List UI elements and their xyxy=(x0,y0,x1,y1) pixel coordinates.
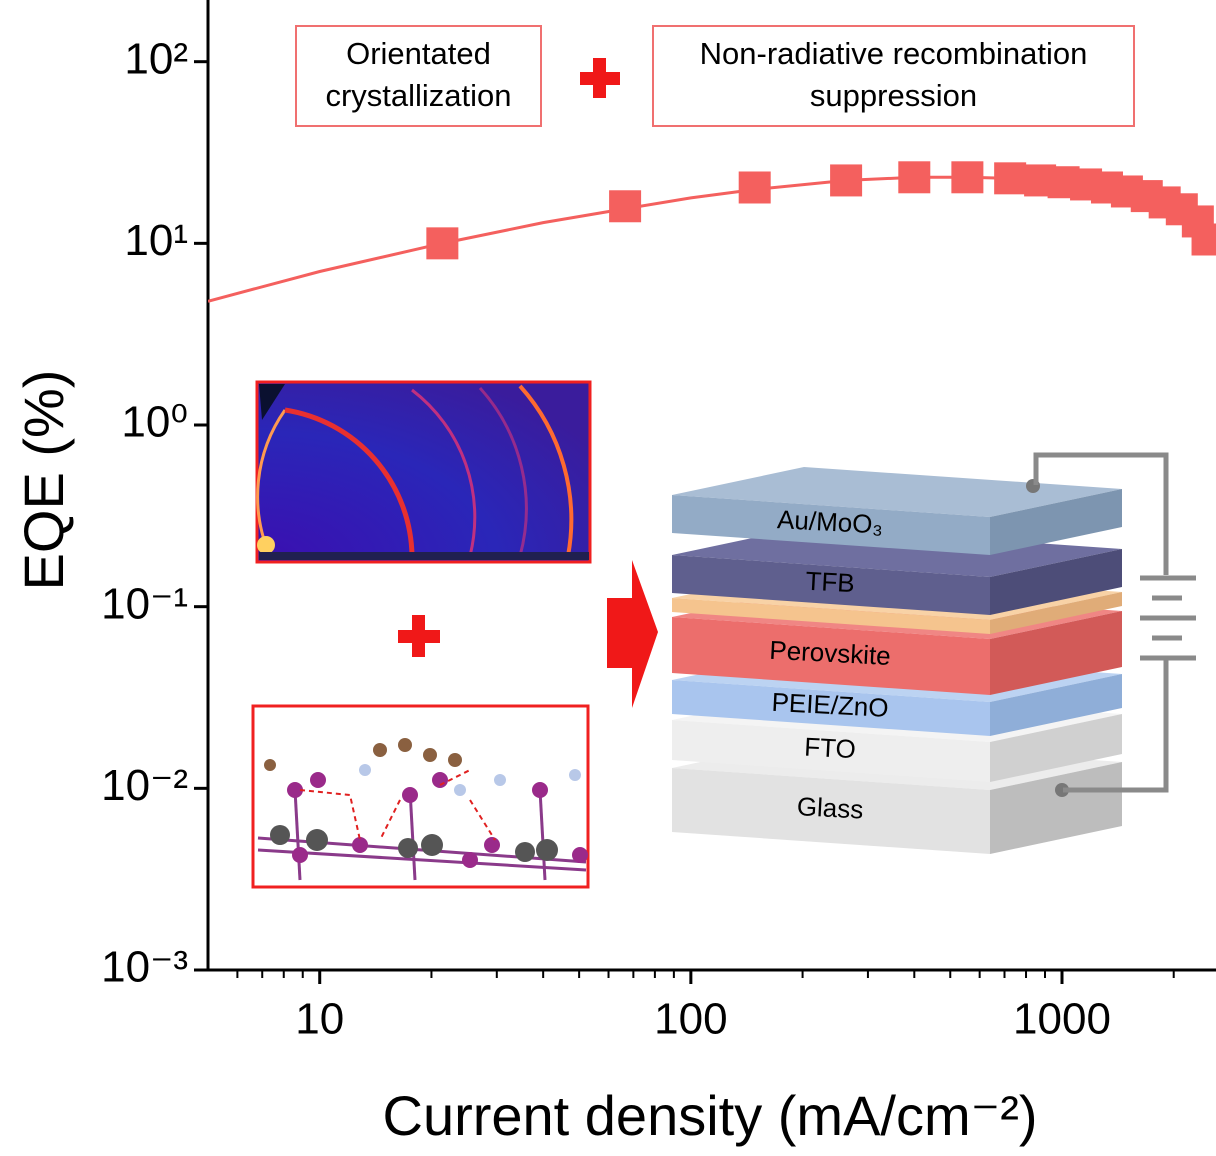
x-tick-label: 10 xyxy=(295,995,344,1044)
plus-signs xyxy=(398,58,620,657)
giwaxs-inset xyxy=(257,382,590,562)
data-point xyxy=(426,227,458,259)
data-point xyxy=(830,164,862,196)
molecule-inset xyxy=(253,706,588,887)
layer-label: TFB xyxy=(805,566,856,599)
y-tick-label: 10⁻³ xyxy=(101,943,188,992)
data-point xyxy=(1192,223,1216,255)
y-axis-title: EQE (%) xyxy=(12,370,75,591)
data-point xyxy=(609,190,641,222)
data-point xyxy=(898,161,930,193)
annotation-text: suppression xyxy=(810,78,977,113)
layer-label: FTO xyxy=(804,732,857,765)
y-tick-label: 10² xyxy=(124,34,188,83)
x-tick-label: 100 xyxy=(654,995,727,1044)
plot-area xyxy=(208,161,1216,301)
arrow xyxy=(607,560,658,708)
y-tick-label: 10⁻² xyxy=(101,761,188,810)
layer-label: Au/MoO₃ xyxy=(776,504,883,540)
layer-label: Perovskite xyxy=(769,635,892,671)
layer-label: Glass xyxy=(796,791,864,824)
chart: Glass FTO PEIE/ZnO Perovskite TFB Au/MoO₃ Cur… xyxy=(0,0,1216,1156)
y-tick-label: 10⁻¹ xyxy=(101,579,188,628)
annotation-text: Orientated xyxy=(346,36,491,71)
x-axis-title: Current density (mA/cm⁻²) xyxy=(383,1084,1038,1147)
layer-label: PEIE/ZnO xyxy=(771,687,889,723)
y-tick-label: 10⁰ xyxy=(121,398,188,447)
device-stack: Glass FTO PEIE/ZnO Perovskite TFB Au/MoO₃ xyxy=(672,467,1122,854)
annotation-text: crystallization xyxy=(325,78,511,113)
annotation-text: Non-radiative recombination xyxy=(700,36,1088,71)
data-point xyxy=(739,171,771,203)
data-point xyxy=(994,162,1026,194)
x-tick-label: 1000 xyxy=(1013,995,1111,1044)
y-tick-label: 10¹ xyxy=(124,216,188,265)
data-point xyxy=(951,161,983,193)
